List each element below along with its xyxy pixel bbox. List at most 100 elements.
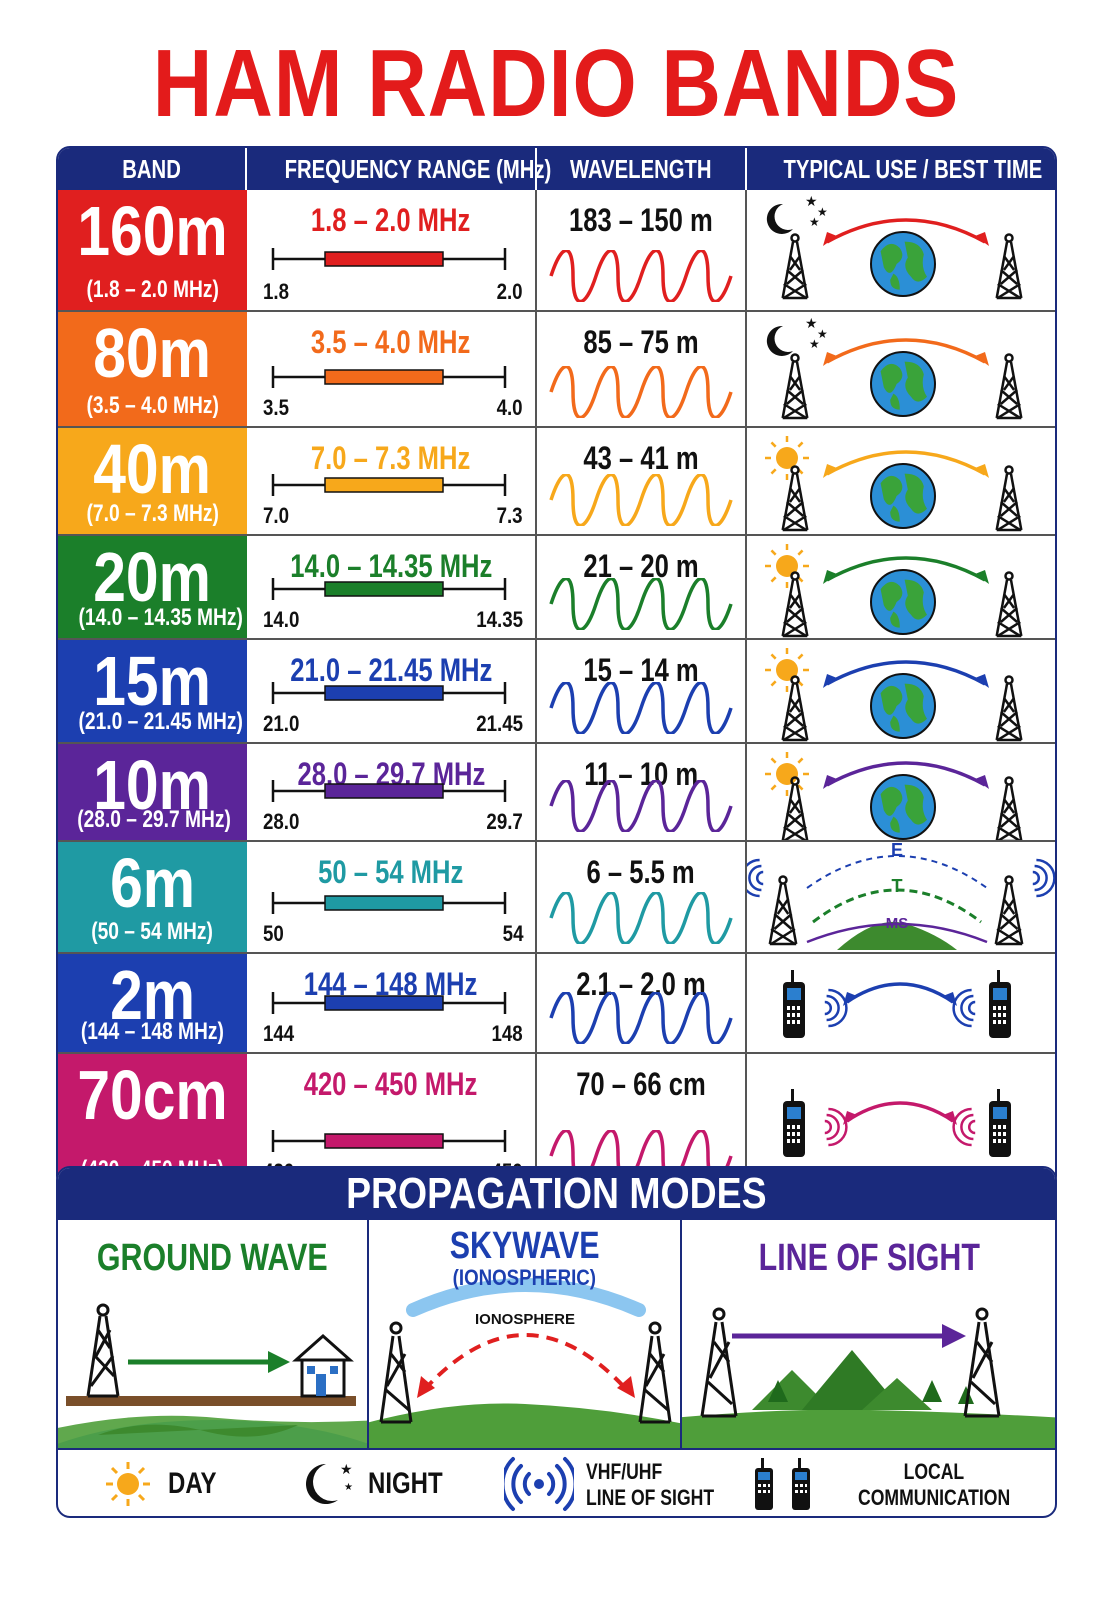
svg-text:★: ★ xyxy=(809,337,820,351)
frequency-cell: 144 – 148 MHz 144 148 xyxy=(247,954,537,1052)
wavelength-cell: 70 – 66 cm xyxy=(537,1054,747,1188)
wavelength-cell: 85 – 75 m xyxy=(537,312,747,426)
column-header-wavelength: WAVELENGTH xyxy=(537,148,747,190)
table-row: 2m (144 – 148 MHz) 144 – 148 MHz 144 148 2… xyxy=(58,952,1055,1052)
frequency-range-bar xyxy=(271,248,507,270)
band-name: 2m xyxy=(110,956,195,1034)
line-of-sight-illustration xyxy=(682,1307,1055,1448)
frequency-cell: 1.8 – 2.0 MHz 1.8 2.0 xyxy=(247,190,537,310)
wavelength-label: 70 – 66 cm xyxy=(576,1066,706,1102)
band-cell: 40m (7.0 – 7.3 MHz) xyxy=(58,428,247,534)
wavelength-label: 85 – 75 m xyxy=(583,324,699,360)
radio-waves-icon xyxy=(747,858,764,898)
table-row: 160m (1.8 – 2.0 MHz) 1.8 – 2.0 MHz 1.8 2.… xyxy=(58,190,1055,310)
typical-use-cell xyxy=(747,536,1055,638)
frequency-low: 21.0 xyxy=(263,711,300,736)
tower-icon xyxy=(781,465,809,532)
wavelength-label: 15 – 14 m xyxy=(583,652,699,688)
band-range: (144 – 148 MHz) xyxy=(81,1018,224,1045)
arrow-right-icon xyxy=(732,1324,966,1348)
table-row: 6m (50 – 54 MHz) 50 – 54 MHz 50 54 6 – 5.5… xyxy=(58,840,1055,952)
band-name: 70cm xyxy=(77,1056,228,1134)
moon-icon: ★ ★ xyxy=(306,1462,353,1504)
table-row: 15m (21.0 – 21.45 MHz) 21.0 – 21.45 MHz 2… xyxy=(58,638,1055,742)
band-range: (14.0 – 14.35 MHz) xyxy=(78,604,243,631)
wave-icon xyxy=(549,892,733,944)
frequency-label: 50 – 54 MHz xyxy=(318,854,464,890)
tower-icon xyxy=(379,1321,413,1424)
typical-use-cell: E T MS xyxy=(747,842,1055,952)
wave-icon xyxy=(549,780,733,832)
tower-icon xyxy=(86,1303,120,1398)
table-row: 80m (3.5 – 4.0 MHz) 3.5 – 4.0 MHz 3.5 4.0… xyxy=(58,310,1055,426)
radio-waves-icon xyxy=(824,988,848,1028)
arrow-right-icon xyxy=(128,1351,290,1373)
table-row: 20m (14.0 – 14.35 MHz) 14.0 – 14.35 MHz 1… xyxy=(58,534,1055,638)
frequency-cell: 14.0 – 14.35 MHz 14.0 14.35 xyxy=(247,536,537,638)
frequency-high: 21.45 xyxy=(476,711,523,736)
band-range: (3.5 – 4.0 MHz) xyxy=(86,392,219,419)
radio-waves-icon xyxy=(504,1457,574,1511)
band-name: 40m xyxy=(93,430,212,508)
skywave-subtitle: (IONOSPHERIC) xyxy=(452,1265,597,1290)
typical-use-cell xyxy=(747,744,1055,842)
frequency-range-bar xyxy=(271,366,507,388)
propagation-title: PROPAGATION MODES xyxy=(58,1168,1055,1220)
mode-label: T xyxy=(892,876,903,896)
band-name: 160m xyxy=(77,192,228,270)
wave-icon xyxy=(549,578,733,630)
wavelength-label: 2.1 – 2.0 m xyxy=(576,966,706,1002)
sun-icon xyxy=(765,648,809,692)
band-cell: 15m (21.0 – 21.45 MHz) xyxy=(58,640,247,742)
handheld-radio-icon xyxy=(783,1089,805,1157)
tower-icon xyxy=(995,571,1023,638)
band-cell: 20m (14.0 – 14.35 MHz) xyxy=(58,536,247,638)
band-range: (7.0 – 7.3 MHz) xyxy=(86,500,219,527)
wave-icon xyxy=(549,250,733,302)
page-title: HAM RADIO BANDS xyxy=(152,30,960,137)
skywave-globe-icon xyxy=(765,544,1023,638)
radio-waves-icon xyxy=(952,1107,976,1147)
svg-text:★: ★ xyxy=(344,1482,353,1493)
typical-use-cell xyxy=(747,954,1055,1052)
frequency-label: 420 – 450 MHz xyxy=(304,1066,478,1102)
wave-icon xyxy=(549,992,733,1044)
wavelength-cell: 2.1 – 2.0 m xyxy=(537,954,747,1052)
band-range: (28.0 – 29.7 MHz) xyxy=(77,806,231,833)
ionosphere-label: IONOSPHERE xyxy=(475,1311,575,1328)
frequency-low: 14.0 xyxy=(263,607,300,632)
band-cell: 160m (1.8 – 2.0 MHz) xyxy=(58,190,247,310)
frequency-range-bar xyxy=(271,780,507,802)
band-cell: 70cm (420 – 450 MHz) xyxy=(58,1054,247,1188)
wavelength-cell: 183 – 150 m xyxy=(537,190,747,310)
handheld-radio-icon xyxy=(783,970,805,1038)
bands-table: BAND FREQUENCY RANGE (MHz) WAVELENGTH TY… xyxy=(56,146,1057,1190)
legend-local: LOCAL COMMUNICATION xyxy=(748,1450,1048,1516)
legend: DAY ★ ★ NIGHT VHF/UHF LINE OF SIGHT xyxy=(58,1448,1055,1516)
line-of-sight-panel: LINE OF SIGHT xyxy=(682,1220,1055,1448)
tower-icon xyxy=(638,1321,672,1424)
frequency-cell: 28.0 – 29.7 MHz 28.0 29.7 xyxy=(247,744,537,840)
wave-icon xyxy=(549,366,733,418)
skywave-illustration: IONOSPHERE xyxy=(369,1278,680,1448)
wavelength-cell: 43 – 41 m xyxy=(537,428,747,534)
frequency-cell: 21.0 – 21.45 MHz 21.0 21.45 xyxy=(247,640,537,742)
band-range: (21.0 – 21.45 MHz) xyxy=(78,708,243,735)
sun-icon xyxy=(765,752,809,796)
globe-icon xyxy=(870,569,936,635)
frequency-cell: 3.5 – 4.0 MHz 3.5 4.0 xyxy=(247,312,537,426)
line-of-sight-title: LINE OF SIGHT xyxy=(758,1237,981,1279)
moon-icon: ★★★ xyxy=(766,316,828,356)
skywave-globe-icon: ★★★ xyxy=(766,316,1023,420)
legend-night: ★ ★ NIGHT xyxy=(298,1450,478,1516)
globe-icon xyxy=(870,774,936,840)
frequency-low: 144 xyxy=(263,1021,295,1046)
tower-icon xyxy=(963,1307,1001,1418)
frequency-low: 3.5 xyxy=(263,395,290,420)
handheld-radios-icon xyxy=(783,970,1011,1038)
frequency-high: 14.35 xyxy=(476,607,523,632)
band-cell: 80m (3.5 – 4.0 MHz) xyxy=(58,312,247,426)
tower-icon xyxy=(995,675,1023,742)
handheld-radio-icon xyxy=(755,1458,810,1510)
tower-icon xyxy=(781,353,809,420)
